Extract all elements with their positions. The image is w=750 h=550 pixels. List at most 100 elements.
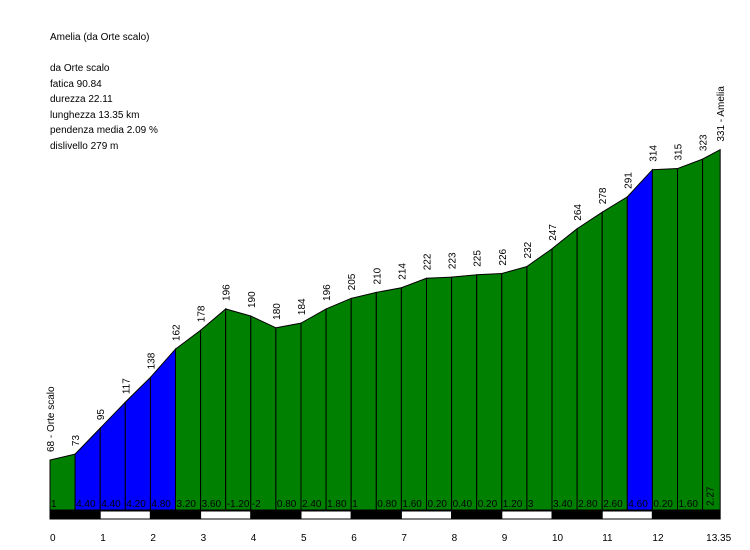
gradient-label: 3.40 [553, 499, 573, 510]
profile-segment [400, 277, 427, 511]
gradient-label: -2 [252, 499, 261, 510]
gradient-label: 2.80 [578, 499, 598, 510]
gradient-label: -1.20 [227, 499, 250, 510]
x-tick-label: 4 [251, 533, 257, 544]
elevation-label: 264 [573, 204, 584, 221]
elevation-label: 314 [648, 145, 659, 162]
elevation-label: 331 - Amelia [716, 86, 727, 142]
scale-bar-block [350, 510, 402, 520]
profile-segment [476, 273, 503, 511]
scale-bar-block [400, 510, 453, 520]
elevation-label: 323 [699, 134, 710, 151]
elevation-label: 210 [372, 267, 383, 284]
x-tick-label: 9 [502, 533, 508, 544]
gradient-label: 3.60 [202, 499, 222, 510]
elevation-label: 184 [297, 298, 308, 315]
info-dislivello: dislivello 279 m [50, 140, 119, 152]
elevation-label: 205 [347, 273, 358, 290]
gradient-label: 4.20 [126, 499, 146, 510]
gradient-label: 2.27 [706, 486, 717, 506]
profile-segment [275, 322, 302, 511]
info-pendenza: pendenza media 2.09 % [50, 125, 158, 136]
x-tick-label: 11 [602, 533, 613, 544]
profile-segment [426, 276, 453, 511]
elevation-label: 278 [598, 187, 609, 204]
x-tick-label: 2 [150, 533, 156, 544]
x-tick-label: 5 [301, 533, 307, 544]
elevation-label: 68 - Orte scalo [46, 386, 57, 452]
gradient-label: 1 [352, 499, 358, 510]
gradient-label: 1.60 [679, 499, 699, 510]
elevation-label: 196 [222, 284, 233, 301]
info-panel: Amelia (da Orte scalo) da Orte scalo fat… [50, 30, 158, 154]
gradient-label: 1 [51, 499, 57, 510]
elevation-label: 138 [146, 352, 157, 369]
scale-bar-block [451, 510, 503, 520]
gradient-label: 4.60 [628, 499, 648, 510]
profile-segment [200, 307, 227, 511]
gradient-label: 3 [528, 499, 534, 510]
gradient-label: 0.80 [377, 499, 397, 510]
scale-bar-block [551, 510, 603, 520]
profile-segment [501, 265, 528, 511]
profile-segment [576, 211, 603, 511]
x-tick-label: 12 [652, 533, 664, 544]
profile-segment [702, 148, 721, 511]
elevation-label: 226 [498, 248, 509, 265]
scale-bar-block [601, 510, 653, 520]
x-tick-label: 1 [100, 533, 106, 544]
gradient-label: 0.20 [653, 499, 673, 510]
gradient-label: 4.40 [101, 499, 121, 510]
info-lunghezza: lunghezza 13.35 km [50, 109, 140, 121]
profile-segment [149, 347, 176, 511]
profile-segment [601, 195, 628, 511]
elevation-label: 315 [674, 143, 685, 160]
info-fatica: fatica 90.84 [50, 78, 102, 90]
elevation-label: 178 [197, 305, 208, 322]
elevation-label: 223 [448, 252, 459, 269]
elevation-label: 225 [473, 250, 484, 267]
profile-segment [350, 291, 377, 511]
profile-segment [250, 315, 277, 511]
elevation-label: 180 [272, 303, 283, 320]
gradient-label: 4.40 [76, 499, 96, 510]
gradient-label: 1.60 [402, 499, 422, 510]
scale-bar-block [49, 510, 101, 520]
elevation-label: 196 [322, 284, 333, 301]
scale-bar-block [149, 510, 202, 520]
x-tick-label: 8 [452, 533, 458, 544]
x-tick-label: 7 [401, 533, 407, 544]
profile-segment [225, 308, 252, 511]
gradient-label: 4.80 [151, 499, 171, 510]
gradient-label: 1.80 [327, 499, 347, 510]
x-tick-label: 6 [351, 533, 357, 544]
elevation-label: 291 [623, 172, 634, 189]
profile-segment [300, 308, 327, 511]
scale-bar-block [250, 510, 302, 520]
elevation-label: 162 [172, 324, 183, 341]
elevation-label: 222 [423, 253, 434, 270]
elevation-label: 190 [247, 291, 258, 308]
profile-segment [451, 274, 478, 511]
info-durezza: durezza 22.11 [50, 94, 113, 105]
elevation-label: 214 [397, 263, 408, 280]
gradient-label: 1.20 [503, 499, 523, 510]
elevation-label: 95 [96, 409, 107, 421]
elevation-label: 232 [523, 241, 534, 258]
scale-bar-block [501, 510, 553, 520]
profile-segment [526, 247, 553, 511]
x-tick-label: 0 [50, 533, 56, 544]
elevation-label: 117 [121, 378, 132, 394]
gradient-label: 2.60 [603, 499, 623, 510]
profile-segment [375, 287, 402, 511]
gradient-label: 0.40 [453, 499, 473, 510]
elevation-label: 73 [71, 435, 82, 447]
elevation-label: 247 [548, 224, 559, 241]
scale-bar-block [99, 510, 151, 520]
gradient-label: 3.20 [177, 499, 197, 510]
gradient-label: 0.80 [277, 499, 297, 510]
route-title: Amelia (da Orte scalo) [50, 32, 150, 43]
gradient-label: 0.20 [428, 499, 448, 510]
scale-bar-block [300, 510, 352, 520]
